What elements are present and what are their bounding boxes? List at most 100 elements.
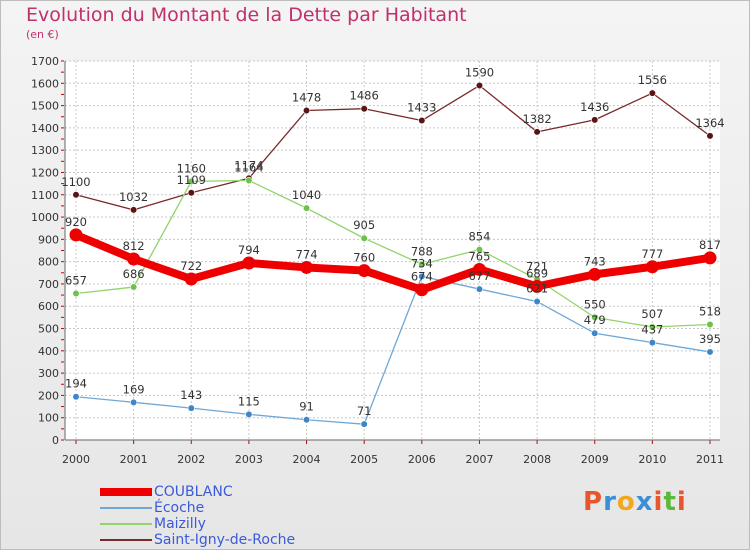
data-label-coublanc: 794	[238, 243, 260, 257]
legend-label: COUBLANC	[154, 484, 233, 500]
data-label-coublanc: 689	[526, 266, 548, 280]
y-tick-label: 800	[38, 256, 59, 269]
data-label--coche: 194	[65, 377, 87, 391]
data-point-saint-igny-de-roche	[475, 81, 484, 90]
legend-swatch	[100, 539, 152, 541]
data-point-coublanc	[69, 228, 83, 242]
data-point--coche	[475, 285, 484, 293]
data-point-saint-igny-de-roche	[360, 105, 368, 113]
y-tick-label: 0	[52, 434, 59, 447]
y-tick-label: 400	[38, 345, 59, 358]
data-label--coche: 395	[699, 332, 721, 346]
y-tick-label: 1500	[31, 100, 59, 113]
data-label-maizilly: 1164	[234, 160, 263, 174]
y-tick-label: 1600	[31, 77, 59, 90]
x-tick-label: 2007	[465, 453, 493, 466]
legend-swatch	[100, 523, 152, 525]
data-point-coublanc	[703, 251, 717, 265]
logo-letter: t	[663, 487, 677, 517]
data-label-saint-igny-de-roche: 1478	[292, 90, 321, 104]
data-label-coublanc: 674	[411, 270, 433, 284]
y-tick-label: 700	[38, 278, 59, 291]
data-point-saint-igny-de-roche	[706, 132, 714, 140]
data-point-maizilly	[245, 176, 253, 185]
data-point--coche	[187, 404, 195, 412]
y-tick-label: 900	[38, 233, 59, 246]
data-label-saint-igny-de-roche: 1436	[580, 100, 609, 114]
data-point-coublanc	[300, 260, 314, 274]
data-label-coublanc: 760	[353, 251, 375, 265]
y-tick-label: 1000	[31, 211, 59, 224]
data-point-maizilly	[302, 204, 311, 212]
logo-letter: P	[583, 487, 604, 517]
data-label-coublanc: 722	[180, 259, 202, 273]
data-label-saint-igny-de-roche: 1032	[119, 190, 148, 204]
logo-letter: r	[603, 487, 617, 517]
data-point-maizilly	[187, 177, 195, 185]
data-label-maizilly: 1040	[292, 188, 321, 202]
series-line--coche	[75, 275, 711, 425]
y-tick-label: 1300	[31, 144, 59, 157]
y-tick-label: 500	[38, 323, 59, 336]
chart-subtitle: (en €)	[26, 28, 59, 41]
logo-letter: i	[676, 487, 687, 517]
data-point-coublanc	[645, 260, 659, 274]
data-label-maizilly: 657	[65, 274, 87, 288]
data-point-saint-igny-de-roche	[187, 189, 195, 197]
y-tick-label: 1200	[31, 166, 59, 179]
data-point--coche	[245, 410, 253, 418]
data-label--coche: 115	[238, 394, 260, 408]
data-label-coublanc: 743	[584, 254, 606, 268]
data-point-coublanc	[127, 252, 141, 266]
legend-swatch	[100, 488, 152, 496]
y-tick-label: 1100	[31, 189, 59, 202]
y-tick-label: 1700	[31, 55, 59, 68]
x-tick-label: 2000	[62, 453, 90, 466]
y-tick-label: 1400	[31, 122, 59, 135]
data-label-saint-igny-de-roche: 1109	[177, 173, 206, 187]
x-tick-label: 2009	[581, 453, 609, 466]
logo-letter: i	[653, 487, 664, 517]
data-point--coche	[648, 338, 656, 347]
data-point-maizilly	[418, 260, 426, 268]
data-label-coublanc: 774	[296, 247, 318, 261]
x-tick-label: 2011	[696, 453, 724, 466]
legend-label: Écoche	[154, 500, 205, 516]
data-point-saint-igny-de-roche	[533, 128, 541, 136]
data-point-maizilly	[648, 323, 656, 331]
data-label-saint-igny-de-roche: 1382	[522, 112, 551, 126]
data-label-maizilly: 518	[699, 305, 721, 319]
data-point-saint-igny-de-roche	[130, 206, 138, 214]
chart-title: Evolution du Montant de la Dette par Hab…	[26, 4, 467, 26]
x-tick-label: 2002	[177, 453, 205, 466]
data-point-saint-igny-de-roche	[302, 106, 311, 115]
data-label-coublanc: 920	[65, 215, 87, 229]
data-label-maizilly: 1160	[177, 161, 206, 175]
data-point-maizilly	[706, 320, 714, 329]
data-point--coche	[706, 348, 714, 356]
data-point--coche	[130, 398, 138, 406]
data-point-coublanc	[415, 283, 429, 297]
data-label-coublanc: 777	[641, 247, 663, 261]
data-label--coche: 437	[641, 323, 663, 337]
data-point-saint-igny-de-roche	[418, 116, 426, 125]
y-tick-label: 100	[38, 412, 59, 425]
data-label-coublanc: 765	[468, 249, 490, 263]
data-label-maizilly: 905	[353, 218, 375, 232]
data-point-coublanc	[530, 279, 544, 293]
data-label-saint-igny-de-roche: 1433	[407, 101, 436, 115]
logo-letter: x	[635, 487, 654, 517]
data-point--coche	[72, 393, 80, 401]
data-label-coublanc: 817	[699, 238, 721, 252]
data-point-maizilly	[72, 289, 80, 298]
legend-label: Saint-Igny-de-Roche	[154, 532, 296, 548]
x-tick-label: 2004	[293, 453, 321, 466]
data-label-maizilly: 686	[123, 267, 145, 281]
y-tick-label: 200	[38, 389, 59, 402]
data-point--coche	[302, 416, 311, 424]
data-label-saint-igny-de-roche: 1590	[465, 66, 494, 80]
data-label-maizilly: 854	[468, 230, 490, 244]
data-label-maizilly: 507	[641, 307, 663, 321]
data-label-maizilly: 721	[526, 259, 548, 273]
data-label--coche: 677	[468, 269, 490, 283]
